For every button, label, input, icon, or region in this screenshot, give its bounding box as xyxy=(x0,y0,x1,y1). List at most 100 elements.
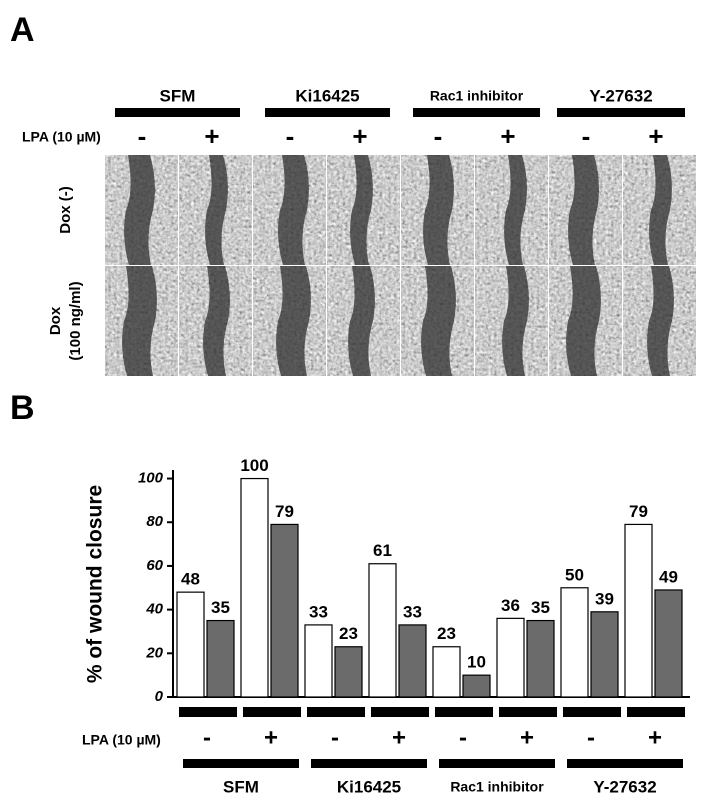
group-bar xyxy=(183,759,299,768)
row-label: Dox (-) xyxy=(57,186,74,234)
wound-gap xyxy=(649,155,672,265)
lpa-sign: + xyxy=(500,121,515,151)
y-tick-label: 0 xyxy=(155,688,164,705)
panel-label: B xyxy=(10,389,35,427)
x-tick-label: + xyxy=(520,724,534,751)
x-tick-label: - xyxy=(459,724,467,751)
group-label: SFM xyxy=(160,86,196,105)
lpa-sign: - xyxy=(286,121,295,151)
data-label: 35 xyxy=(531,598,550,617)
category-bar xyxy=(307,707,365,717)
wound-gap xyxy=(421,266,456,376)
x-tick-label: - xyxy=(331,724,339,751)
bar xyxy=(462,674,491,698)
x-row-label: LPA (10 µM) xyxy=(82,732,161,748)
category-bar xyxy=(371,707,429,717)
lpa-sign: - xyxy=(582,121,591,151)
data-label: 79 xyxy=(629,502,648,521)
row-label: (100 ng/ml) xyxy=(67,281,84,360)
lpa-label: LPA (10 µM) xyxy=(22,129,101,145)
group-label: Ki16425 xyxy=(337,777,401,796)
data-label: 50 xyxy=(565,565,584,584)
wound-gap xyxy=(502,266,529,376)
bar xyxy=(624,523,653,698)
bar xyxy=(432,646,461,698)
bar xyxy=(304,624,333,698)
group-label: Rac1 inhibitor xyxy=(450,779,544,795)
x-tick-label: + xyxy=(392,724,406,751)
group-bar xyxy=(439,759,555,768)
row-label: Dox xyxy=(47,306,64,335)
panel-label: A xyxy=(10,11,35,49)
group-bar xyxy=(567,759,683,768)
bar xyxy=(526,619,555,698)
category-bar xyxy=(435,707,493,717)
category-bar xyxy=(243,707,301,717)
group-bar xyxy=(413,108,540,117)
data-label: 35 xyxy=(211,598,230,617)
wound-gap xyxy=(647,266,674,376)
category-bar xyxy=(563,707,621,717)
data-label: 10 xyxy=(467,653,486,672)
group-label: SFM xyxy=(223,777,259,796)
wound-gap xyxy=(276,266,311,376)
wound-gap xyxy=(348,266,375,376)
category-bar xyxy=(499,707,557,717)
bar xyxy=(560,587,589,698)
bar xyxy=(270,523,299,698)
y-tick-label: 60 xyxy=(146,557,163,574)
data-label: 79 xyxy=(275,502,294,521)
y-axis-label: % of wound closure xyxy=(84,485,107,683)
group-label: Y-27632 xyxy=(589,86,652,105)
wound-gap xyxy=(278,155,309,265)
category-bar xyxy=(179,707,237,717)
data-label: 100 xyxy=(240,456,268,475)
data-label: 23 xyxy=(339,624,358,643)
wound-gap xyxy=(124,155,155,265)
bar xyxy=(334,646,363,698)
data-label: 36 xyxy=(501,596,520,615)
y-tick-label: 100 xyxy=(138,470,164,487)
x-tick-label: - xyxy=(587,724,595,751)
bar xyxy=(176,591,205,698)
data-label: 33 xyxy=(403,602,422,621)
x-tick-label: + xyxy=(648,724,662,751)
wound-gap xyxy=(423,155,454,265)
lpa-sign: - xyxy=(434,121,443,151)
group-bar xyxy=(311,759,427,768)
wound-gap xyxy=(122,266,157,376)
bar xyxy=(496,617,525,698)
group-label: Rac1 inhibitor xyxy=(430,88,524,104)
bar xyxy=(206,619,235,698)
data-label: 33 xyxy=(309,602,328,621)
wound-gap xyxy=(566,266,601,376)
x-tick-label: - xyxy=(203,724,211,751)
bar xyxy=(240,477,269,698)
bar xyxy=(654,589,683,698)
group-bar xyxy=(265,108,390,117)
category-bar xyxy=(627,707,685,717)
data-label: 39 xyxy=(595,589,614,608)
group-bar xyxy=(557,108,685,117)
lpa-sign: + xyxy=(352,121,367,151)
wound-gap xyxy=(350,155,373,265)
data-label: 61 xyxy=(373,541,392,560)
lpa-sign: - xyxy=(138,121,147,151)
bar xyxy=(368,563,397,698)
y-tick-label: 80 xyxy=(146,513,163,530)
wound-gap xyxy=(203,266,230,376)
y-tick-label: 40 xyxy=(145,601,163,618)
data-label: 48 xyxy=(181,570,200,589)
wound-gap xyxy=(504,155,527,265)
wound-gap xyxy=(205,155,228,265)
y-tick-label: 20 xyxy=(145,644,163,661)
lpa-sign: + xyxy=(204,121,219,151)
group-bar xyxy=(115,108,240,117)
lpa-sign: + xyxy=(648,121,663,151)
data-label: 49 xyxy=(659,567,678,586)
bar xyxy=(590,611,619,698)
group-label: Y-27632 xyxy=(593,777,656,796)
wound-gap xyxy=(568,155,599,265)
bar xyxy=(398,624,427,698)
